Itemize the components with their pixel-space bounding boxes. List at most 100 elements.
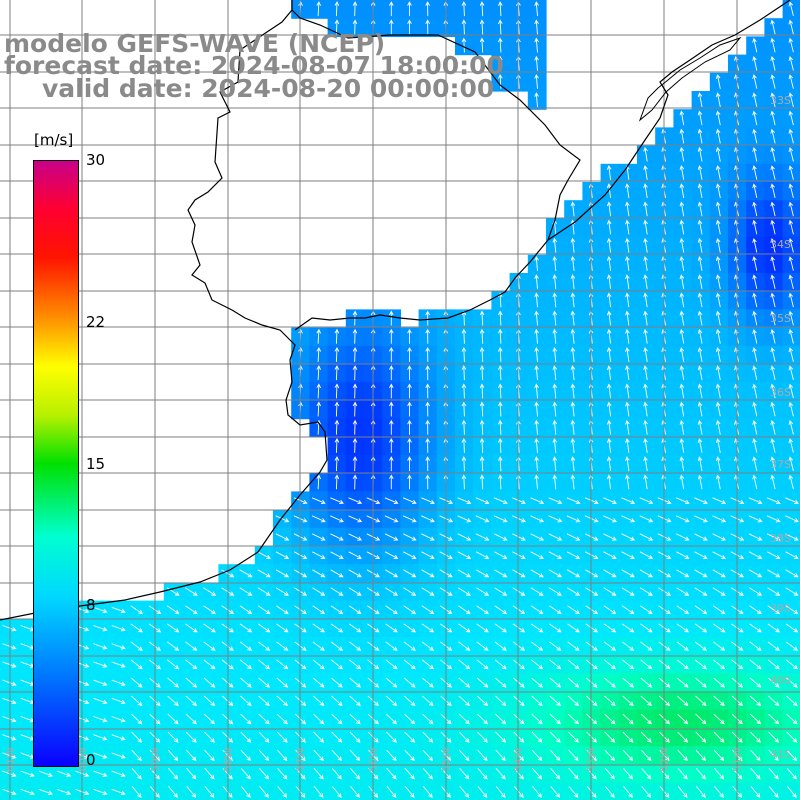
wind-arrow xyxy=(384,551,399,559)
wind-arrow xyxy=(697,292,703,308)
wind-arrow xyxy=(2,716,17,723)
wind-arrow xyxy=(643,474,648,490)
wind-cell xyxy=(673,782,693,800)
wind-arrow xyxy=(622,731,634,743)
wind-arrow xyxy=(622,749,634,762)
wind-cell xyxy=(746,782,765,800)
wind-arrow xyxy=(239,569,253,578)
wind-arrow xyxy=(768,713,780,725)
wind-arrow xyxy=(640,731,652,743)
wind-arrow xyxy=(785,659,798,670)
wind-arrow xyxy=(534,328,539,344)
wind-arrow xyxy=(606,401,612,417)
wind-arrow xyxy=(258,641,271,651)
wind-arrow xyxy=(640,677,653,688)
wind-arrow xyxy=(785,533,799,541)
wind-arrow xyxy=(384,497,399,505)
wind-arrow xyxy=(407,419,412,435)
wind-cell xyxy=(782,709,800,729)
wind-arrow xyxy=(566,497,581,505)
wind-arrow xyxy=(330,659,343,670)
wind-arrow xyxy=(697,201,703,217)
wind-arrow xyxy=(385,623,398,633)
wind-arrow xyxy=(461,310,467,326)
wind-arrow xyxy=(352,346,358,362)
wind-arrow xyxy=(385,659,398,670)
wind-arrow xyxy=(622,767,634,780)
wind-arrow xyxy=(185,731,197,743)
wind-arrow xyxy=(130,623,143,633)
wind-arrow xyxy=(497,19,503,35)
wind-arrow xyxy=(461,456,467,472)
wind-arrow xyxy=(549,677,562,688)
wind-arrow xyxy=(184,587,198,596)
wind-arrow xyxy=(111,661,126,668)
wind-arrow xyxy=(570,237,576,253)
wind-arrow xyxy=(349,695,361,707)
wind-arrow xyxy=(258,749,270,762)
wind-arrow xyxy=(403,587,417,596)
wind-arrow xyxy=(570,365,576,381)
wind-arrow xyxy=(407,1,412,17)
wind-arrow xyxy=(570,456,576,472)
wind-arrow xyxy=(625,419,630,435)
wind-arrow xyxy=(316,401,322,417)
wind-arrow xyxy=(425,401,430,417)
wind-cell xyxy=(782,582,800,602)
wind-arrow xyxy=(603,533,617,541)
wind-arrow xyxy=(570,274,576,290)
wind-arrow xyxy=(204,731,215,743)
wind-arrow xyxy=(334,474,340,490)
wind-arrow xyxy=(548,497,563,505)
wind-arrow xyxy=(788,383,794,399)
wind-arrow xyxy=(531,641,544,651)
wind-arrow xyxy=(532,786,542,798)
wind-arrow xyxy=(425,419,430,435)
wind-arrow xyxy=(38,788,53,796)
wind-arrow xyxy=(697,146,703,162)
latitude-label: 39S xyxy=(770,602,791,615)
wind-arrow xyxy=(625,474,630,490)
wind-arrow xyxy=(694,497,708,505)
wind-arrow xyxy=(497,419,503,435)
wind-arrow xyxy=(679,347,685,362)
latitude-label: 41S xyxy=(770,748,791,761)
wind-arrow xyxy=(239,587,253,596)
wind-arrow xyxy=(168,786,178,798)
wind-arrow xyxy=(402,497,417,505)
wind-arrow xyxy=(111,606,126,614)
wind-arrow xyxy=(330,533,344,541)
wind-arrow xyxy=(694,623,708,633)
wind-arrow xyxy=(476,641,489,651)
wind-arrow xyxy=(312,551,326,559)
wind-arrow xyxy=(676,569,690,578)
wind-arrow xyxy=(530,551,544,559)
wind-arrow xyxy=(494,659,507,670)
wind-arrow xyxy=(330,569,344,578)
wind-arrow xyxy=(786,749,798,762)
wind-arrow xyxy=(621,551,635,559)
wind-arrow xyxy=(404,767,415,780)
latitude-label: 35S xyxy=(770,312,791,325)
wind-arrow xyxy=(457,587,471,596)
wind-arrow xyxy=(389,456,394,472)
wind-cell xyxy=(0,782,19,800)
wind-cell xyxy=(782,127,800,147)
wind-arrow xyxy=(422,786,433,798)
wind-arrow xyxy=(331,767,342,780)
wind-arrow xyxy=(712,497,727,505)
wind-arrow xyxy=(712,515,727,523)
coastline xyxy=(0,0,328,621)
wind-arrow xyxy=(458,605,471,615)
wind-arrow xyxy=(386,767,397,780)
longitude-label: 58W xyxy=(222,747,235,772)
wind-arrow xyxy=(204,786,215,798)
wind-arrow xyxy=(130,605,144,615)
wind-arrow xyxy=(677,713,689,725)
wind-arrow xyxy=(2,734,17,741)
wind-arrow xyxy=(185,713,197,725)
wind-arrow xyxy=(750,731,761,743)
wind-arrow xyxy=(606,474,612,490)
wind-arrow xyxy=(457,551,472,559)
wind-arrow xyxy=(534,37,539,53)
